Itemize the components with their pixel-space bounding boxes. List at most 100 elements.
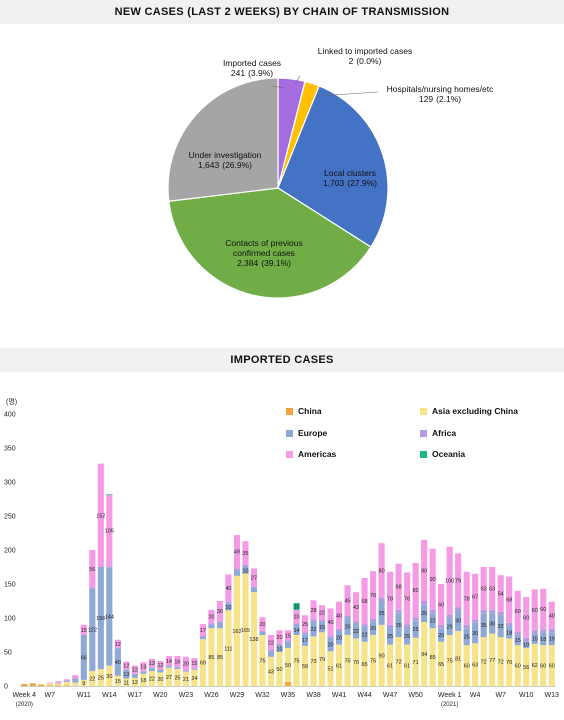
bar-europe-week-39 [318,622,326,633]
data-label-1-55: 77 [489,658,495,664]
bar-asia-excluding-china-week-44 [361,641,368,686]
bar-europe-week-63 [523,641,530,648]
data-label-1-59: 56 [523,665,529,671]
x-tick-label-13: W44 [357,692,372,699]
pie-label-value-4: 2,384 (39.1%) [237,258,291,268]
imported-cases-bar-chart: (명)0501001502002503003504009661522122562… [4,397,560,708]
bar-europe-week-22 [174,667,181,669]
bar-africa-week-41 [335,628,343,631]
x-tick-label-20: W13 [545,692,560,699]
bar-china-week-4 [21,683,28,686]
bar-europe-week-47 [387,627,394,645]
data-label-2-58: 15 [515,638,521,644]
bar-asia-excluding-china-week-8 [55,683,62,686]
data-label-1-17: 27 [166,675,172,681]
bar-africa-week-52 [429,609,436,614]
bar-americas-week-56 [463,571,470,625]
data-label-1-37: 61 [336,663,342,669]
bar-europe-week-44 [361,626,368,642]
bar-americas-week-29 [233,535,241,569]
pie-label-name-4: Contacts of previous confirmed cases [225,238,302,258]
data-label-4-29: 22 [268,640,274,646]
bar-americas-week-40 [327,608,334,636]
data-label-1-31: 50 [285,663,291,669]
bar-europe-week-40 [327,637,334,652]
bar-africa-week-23 [182,670,189,672]
y-tick-label-7: 350 [4,446,16,453]
bar-americas-week-27 [216,601,223,622]
bar-europe-week-37 [301,634,309,646]
data-label-4-27: 27 [251,576,257,582]
data-label-4-40: 68 [362,599,368,605]
data-label-2-45: 25 [404,634,410,640]
pie-label-pct-3: (27.9%) [347,178,377,188]
bar-americas-week-65 [540,588,547,630]
data-label-1-56: 72 [498,660,504,666]
data-label-1-58: 60 [515,664,521,670]
pie-label-value-0: 241 (3.9%) [231,68,273,78]
data-label-1-38: 75 [344,659,350,665]
data-label-1-52: 60 [464,664,470,670]
bar-europe-week-9 [63,680,70,682]
data-label-4-61: 60 [540,607,546,613]
data-label-2-59: 10 [523,643,529,649]
bar-chart-title: IMPORTED CASES [0,348,564,372]
bar-americas-week-22 [174,656,181,667]
bar-europe-week-20 [157,669,164,673]
pie-label-pct-4: (39.1%) [261,258,291,268]
data-label-2-44: 35 [396,623,402,629]
bar-americas-week-38 [310,600,317,620]
bar-africa-week-30 [242,564,249,567]
bar-africa-week-35 [284,640,292,643]
data-label-4-18: 16 [174,660,180,666]
data-label-1-40: 65 [362,662,368,668]
bar-europe-week-49 [404,627,411,645]
data-label-4-32: 20 [293,615,299,621]
data-label-4-35: 22 [319,611,325,617]
data-label-4-55: 63 [489,586,495,592]
bar-europe-week-15 [114,648,121,676]
data-label-1-27: 138 [249,637,258,643]
bar-americas-week-51 [421,539,428,601]
pie-label-count-2: 129 [419,94,433,104]
bar-asia-excluding-china-week-12 [89,671,96,686]
data-label-1-54: 72 [481,660,487,666]
pie-label-count-3: 1,703 [323,178,345,188]
bar-americas-week-17 [131,665,138,674]
bar-americas-week-7 [46,682,53,684]
bar-asia-excluding-china-week-32 [259,635,266,686]
bar-africa-week-20 [157,669,164,670]
bar-africa-week-46 [378,597,385,601]
bar-americas-week-8 [55,681,62,683]
data-label-2-30: 10 [276,647,282,653]
y-tick-label-8: 400 [4,412,16,419]
data-label-4-52: 78 [464,596,470,602]
leader-line-imported [271,85,286,89]
data-label-1-57: 70 [506,660,512,666]
data-label-2-56: 32 [498,624,504,630]
data-label-1-26: 165 [241,628,250,634]
data-label-1-34: 73 [310,659,316,665]
data-label-1-18: 25 [174,676,180,682]
data-label-1-9: 25 [98,676,104,682]
x-tick-label-16: Week 1 (2021) [438,692,462,708]
bar-china-week-35 [284,681,292,686]
bar-europe-week-11 [80,635,87,680]
bar-africa-week-61 [506,622,513,627]
data-label-4-44: 68 [396,585,402,591]
bar-africa-week-17 [131,673,138,675]
data-label-4-16: 12 [157,663,163,669]
bar-americas-week-10 [72,675,79,679]
bar-americas-week-15 [114,639,121,648]
bar-americas-week-52 [429,548,436,610]
bar-asia-excluding-china-week-31 [250,592,258,686]
x-tick-label-15: W50 [408,692,423,699]
bar-africa-week-50 [412,617,419,621]
data-label-2-52: 25 [464,635,470,641]
x-tick-label-10: W35 [281,692,296,699]
bar-africa-week-49 [404,624,411,628]
data-label-1-32: 75 [293,659,299,665]
bar-africa-week-58 [480,609,487,614]
data-label-2-33: 17 [302,638,308,644]
